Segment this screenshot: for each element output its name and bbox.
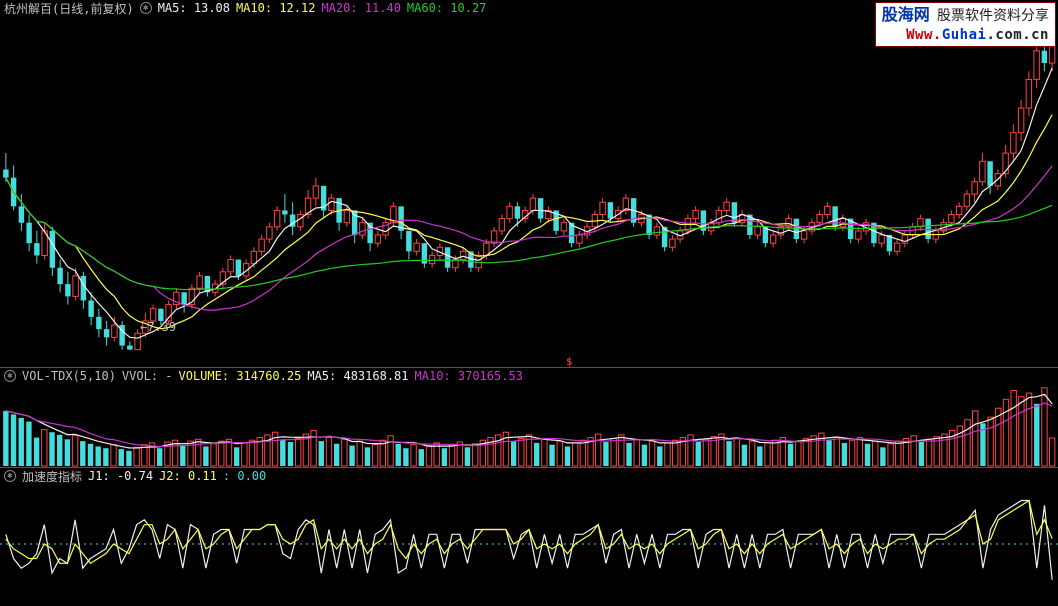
watermark-brand: 股海网 — [882, 5, 930, 24]
accel-title: 加速度指标 — [22, 468, 82, 485]
vol-title: VOL-TDX(5,10) — [22, 369, 116, 383]
j2-label: J2: 0.11 — [159, 469, 217, 483]
gear-icon[interactable]: ✱ — [4, 370, 16, 382]
ma60-label: MA60: 10.27 — [407, 1, 486, 15]
dotline-label: : 0.00 — [223, 469, 266, 483]
gear-icon[interactable]: ✱ — [4, 470, 16, 482]
ma10-label: MA10: 12.12 — [236, 1, 315, 15]
ma20-label: MA20: 11.40 — [321, 1, 400, 15]
vol-ma5: MA5: 483168.81 — [307, 369, 408, 383]
watermark-url: Www.Guhai.com.cn — [882, 26, 1049, 44]
dollar-marker: $ — [566, 355, 573, 368]
stock-title: 杭州解百(日线,前复权) — [4, 0, 134, 17]
vol-extra: VVOL: - — [122, 369, 173, 383]
volume-header: ✱ VOL-TDX(5,10) VVOL: - VOLUME: 314760.2… — [0, 368, 1058, 384]
ma5-label: MA5: 13.08 — [158, 1, 230, 15]
accel-chart[interactable] — [0, 468, 1058, 606]
gear-icon[interactable]: ✱ — [140, 2, 152, 14]
volume-value: VOLUME: 314760.25 — [179, 369, 302, 383]
price-panel[interactable]: 杭州解百(日线,前复权) ✱ MA5: 13.08 MA10: 12.12 MA… — [0, 0, 1058, 368]
price-chart[interactable] — [0, 0, 1058, 368]
accel-header: ✱ 加速度指标 J1: -0.74 J2: 0.11 : 0.00 — [0, 468, 1058, 484]
watermark: 股海网 股票软件资料分享 Www.Guhai.com.cn — [875, 2, 1056, 47]
volume-panel[interactable]: ✱ VOL-TDX(5,10) VVOL: - VOLUME: 314760.2… — [0, 368, 1058, 468]
j1-label: J1: -0.74 — [88, 469, 153, 483]
low-price-marker: ←7.39 — [140, 320, 176, 334]
watermark-desc: 股票软件资料分享 — [937, 8, 1049, 24]
accel-panel[interactable]: ✱ 加速度指标 J1: -0.74 J2: 0.11 : 0.00 — [0, 468, 1058, 606]
vol-ma10: MA10: 370165.53 — [415, 369, 523, 383]
